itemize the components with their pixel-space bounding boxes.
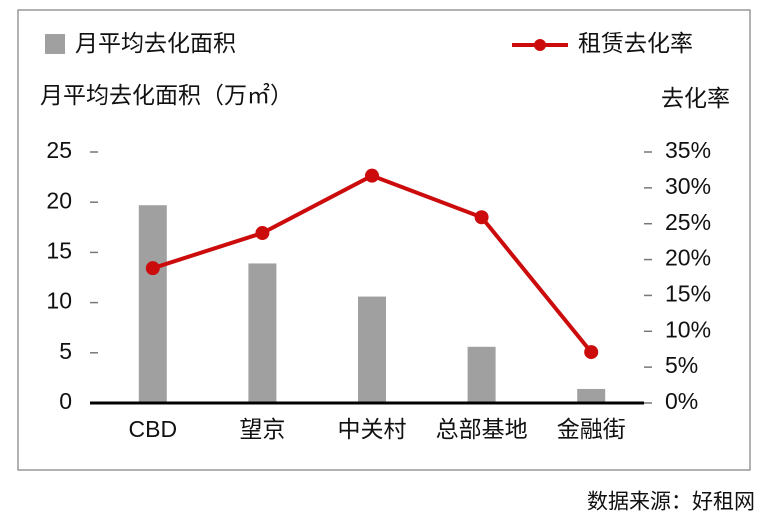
bar — [577, 388, 606, 403]
x-tick-label: CBD — [129, 416, 178, 442]
line-point — [474, 210, 489, 225]
legend-marker — [534, 39, 546, 51]
y2-tick-label: 25% — [665, 209, 711, 235]
x-tick-label: 金融街 — [557, 416, 626, 442]
source: 数据来源：好租网 — [587, 491, 755, 514]
legend-label: 租赁去化率 — [578, 30, 693, 56]
line-point — [145, 261, 160, 276]
y2-tick-label: 35% — [665, 137, 711, 163]
bar — [248, 263, 277, 403]
y-tick-label: 15 — [46, 237, 72, 263]
y2-tick-label: 10% — [665, 316, 711, 342]
y-tick-label: 5 — [59, 338, 72, 364]
y2-axis-title: 去化率 — [661, 85, 730, 111]
line-point — [365, 168, 379, 183]
bar — [467, 346, 496, 403]
line-point — [255, 226, 270, 241]
legend-label: 月平均去化面积 — [75, 30, 236, 56]
y2-tick-label: 0% — [665, 388, 698, 414]
y2-tick-label: 5% — [665, 352, 698, 378]
line-point — [584, 345, 599, 360]
x-tick-label: 中关村 — [338, 416, 407, 442]
bar — [358, 296, 386, 403]
y2-tick-label: 15% — [665, 281, 711, 307]
y-tick-label: 25 — [46, 137, 72, 163]
y-tick-label: 10 — [46, 288, 72, 314]
bar — [138, 205, 167, 403]
x-tick-label: 望京 — [239, 416, 285, 442]
y2-tick-label: 30% — [665, 173, 711, 199]
y2-tick-label: 20% — [665, 245, 711, 271]
x-tick-label: 总部基地 — [436, 416, 528, 442]
legend-swatch — [45, 34, 65, 54]
y-tick-label: 0 — [59, 388, 72, 414]
y-axis-title: 月平均去化面积（万㎡） — [40, 82, 293, 108]
y-tick-label: 20 — [46, 187, 72, 213]
